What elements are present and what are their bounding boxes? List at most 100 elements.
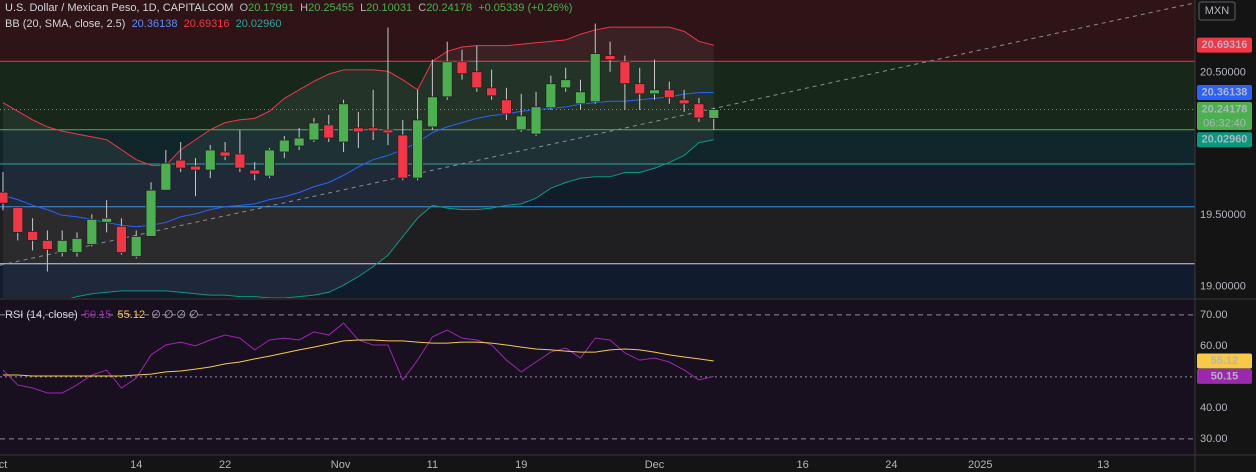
currency: MXN <box>1205 5 1230 17</box>
candle-body <box>234 153 246 169</box>
x-tick-label: Dec <box>645 459 665 471</box>
candle-body <box>190 165 201 171</box>
candle-body <box>634 83 646 95</box>
candle-body <box>678 99 690 105</box>
candle-body <box>604 55 616 60</box>
candle-body <box>693 103 705 119</box>
candle-body <box>56 239 68 253</box>
candle-body <box>175 159 187 169</box>
x-tick-label: 19 <box>515 459 527 471</box>
candle-body <box>352 127 364 133</box>
candle-body <box>575 91 586 105</box>
x-tick-label: Nov <box>331 459 351 471</box>
candle-body <box>0 191 9 204</box>
candle-body <box>397 134 409 179</box>
badge-label: 06:32:40 <box>1203 117 1246 129</box>
candle-body <box>486 87 498 97</box>
ohlc-label: O <box>239 2 249 14</box>
price-legend: U.S. Dollar / Mexican Peso, 1D, CAPITALC… <box>5 2 572 14</box>
zone <box>0 263 1195 298</box>
bb-value: 20.36138 <box>131 18 178 30</box>
candle-body <box>560 79 572 89</box>
ohlc-value: 20.17991 <box>248 2 294 14</box>
candle-body <box>649 89 660 95</box>
price-badge <box>1197 84 1252 100</box>
candle-body <box>41 239 53 250</box>
currency-box <box>1198 1 1236 21</box>
bb-line <box>70 139 714 298</box>
candle-body <box>456 61 468 75</box>
y-tick-label: 19.50000 <box>1200 209 1246 221</box>
price-badge <box>1197 102 1252 131</box>
candle-body <box>708 109 720 119</box>
candle-body <box>130 236 142 257</box>
rsi-pane <box>0 300 1195 455</box>
candle-body <box>545 83 557 109</box>
y-tick-label: 30.00 <box>1200 433 1228 445</box>
candle-body <box>426 96 438 128</box>
trendline <box>0 2 1195 266</box>
candle-body <box>160 162 172 191</box>
zone <box>0 129 1195 164</box>
zone <box>0 0 1195 62</box>
candle-body <box>382 129 394 134</box>
x-tick-label: 2025 <box>968 459 992 471</box>
candle-body <box>530 106 542 135</box>
x-tick-label: 16 <box>796 459 808 471</box>
x-tick-label: 11 <box>427 459 438 471</box>
rsi-bg <box>0 300 1195 455</box>
candle-body <box>27 231 38 241</box>
indicator-name: BB (20, SMA, close, 2.5) <box>5 18 126 30</box>
badge-label: 50.15 <box>1211 370 1239 382</box>
candle-body <box>323 124 335 139</box>
price-badge <box>1197 37 1252 53</box>
candle-body <box>663 89 675 99</box>
ohlc-value: 20.10031 <box>366 2 413 14</box>
candle-body <box>412 119 423 179</box>
candle-body <box>619 61 631 85</box>
y-tick-label: 19.00000 <box>1200 280 1246 292</box>
price-badge <box>1197 368 1252 384</box>
zone <box>0 206 1195 264</box>
rsi-value: 55.12 <box>117 309 146 321</box>
ohlc-label: H <box>300 2 309 14</box>
y-tick-label: 60.00 <box>1200 340 1228 352</box>
price-badge <box>1197 353 1252 369</box>
axis-bg <box>1195 0 1256 472</box>
badge-label: 20.36138 <box>1202 86 1248 98</box>
candle-body <box>101 217 113 223</box>
candle-body <box>204 149 216 171</box>
candle-body <box>501 99 512 115</box>
x-tick-label: 22 <box>219 459 231 471</box>
badge-label: 20.69316 <box>1202 39 1248 51</box>
y-tick-label: 70.00 <box>1200 309 1228 321</box>
price-pane <box>0 0 1195 298</box>
x-tick-label: 13 <box>1097 459 1109 471</box>
indicator-name: RSI (14, close) <box>5 309 78 321</box>
x-tick-label: ct <box>0 459 7 471</box>
candle-body <box>145 189 157 237</box>
ohlc-value: 20.24178 <box>426 2 473 14</box>
zone <box>0 163 1195 207</box>
price-badge <box>1197 132 1252 148</box>
bb-legend: BB (20, SMA, close, 2.5) 20.36138 20.693… <box>5 18 281 30</box>
ohlc-value: 20.25455 <box>308 2 354 14</box>
candle-body <box>219 151 231 157</box>
candle-body <box>264 149 275 177</box>
badge-label: 55.12 <box>1211 355 1239 367</box>
change: +0.05339 (+0.26%) <box>478 2 573 14</box>
candle-body <box>116 225 127 253</box>
candle-body <box>515 115 527 131</box>
ohlc-label: C <box>418 2 427 14</box>
symbol-title: U.S. Dollar / Mexican Peso, 1D, CAPITALC… <box>5 2 234 14</box>
rsi-extra: ∅ ∅ ∅ ∅ <box>151 309 199 321</box>
x-tick-label: 24 <box>885 459 897 471</box>
candle-body <box>308 122 320 141</box>
candle-body <box>12 206 24 233</box>
candle-body <box>338 103 349 143</box>
rsi-line <box>2 339 714 377</box>
candle-body <box>71 237 83 253</box>
